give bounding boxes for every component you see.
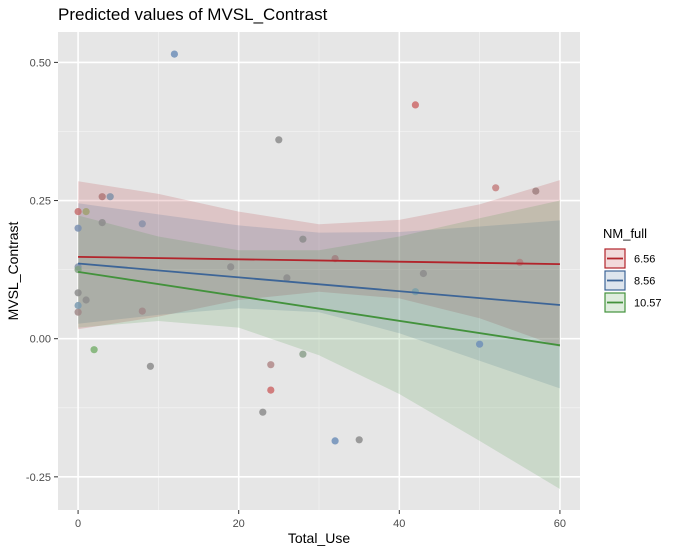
y-tick-label: 0.00 [30, 334, 51, 346]
data-point [492, 184, 500, 192]
data-point [74, 289, 82, 297]
data-point [74, 208, 82, 216]
legend-label-10.57: 10.57 [634, 298, 662, 310]
y-axis-ticks: -0.25 0.00 0.25 0.50 [26, 57, 58, 484]
legend: NM_full 6.56 8.56 10.57 [603, 226, 662, 313]
data-point [299, 350, 307, 358]
data-point [82, 296, 90, 304]
data-point [476, 340, 484, 348]
data-point [98, 193, 106, 201]
data-point [355, 436, 363, 444]
data-points [74, 50, 540, 445]
data-point [82, 208, 90, 216]
chart-title: Predicted values of MVSL_Contrast [58, 5, 328, 24]
prediction-lines [77, 256, 561, 347]
data-point [227, 263, 235, 271]
data-point [170, 50, 178, 58]
data-point [146, 362, 154, 370]
data-point [275, 136, 283, 144]
data-point [106, 193, 114, 201]
prediction-line-6.56 [78, 256, 560, 265]
confidence-band-8.56 [78, 203, 560, 389]
data-point [299, 235, 307, 243]
data-point [74, 308, 82, 316]
data-point [532, 187, 540, 195]
data-point [259, 408, 267, 416]
data-point [516, 258, 524, 266]
data-point [74, 301, 82, 310]
y-axis-title: MVSL_Contrast [5, 221, 21, 320]
prediction-line-8.56 [77, 262, 561, 306]
data-point [98, 219, 106, 227]
legend-title: NM_full [603, 226, 647, 241]
prediction-line-10.57 [77, 270, 561, 347]
x-tick-label: 40 [393, 518, 405, 530]
confidence-band-10.57 [78, 200, 560, 489]
data-point [267, 361, 275, 369]
y-tick-label: 0.50 [30, 57, 51, 69]
legend-label-8.56: 8.56 [634, 276, 655, 288]
x-tick-label: 20 [233, 518, 245, 530]
data-point [411, 101, 419, 109]
data-point [90, 346, 98, 354]
data-point [74, 224, 82, 232]
data-point [267, 386, 275, 394]
data-point [138, 307, 146, 315]
data-point [331, 437, 339, 445]
data-point [419, 269, 427, 278]
confidence-band-6.56 [78, 180, 560, 347]
y-tick-label: 0.25 [30, 196, 51, 208]
legend-label-6.56: 6.56 [634, 254, 655, 266]
y-tick-label: -0.25 [26, 472, 51, 484]
data-point [138, 220, 146, 228]
x-tick-label: 0 [75, 518, 81, 530]
data-point [283, 274, 291, 282]
x-tick-label: 60 [554, 518, 566, 530]
x-axis-title: Total_Use [288, 530, 350, 546]
x-axis-ticks: 0 20 40 60 [75, 510, 566, 530]
confidence-bands [78, 180, 560, 489]
